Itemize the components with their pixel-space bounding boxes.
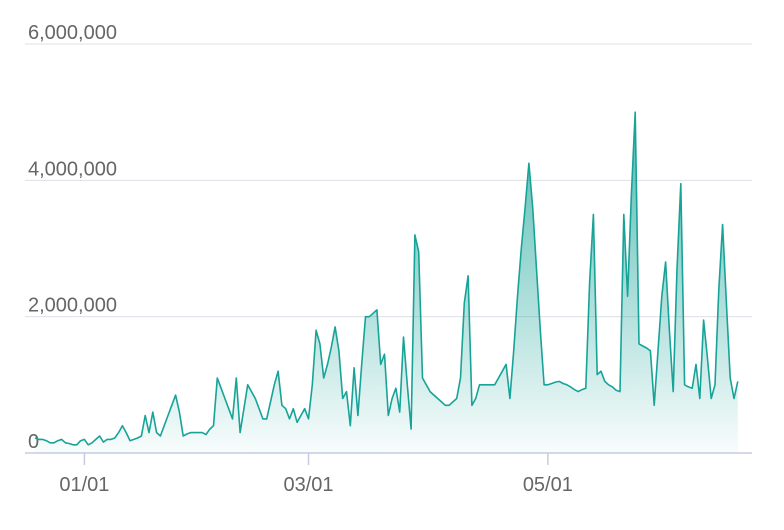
y-tick-label: 2,000,000 [28, 295, 117, 317]
x-tick-label: 01/01 [59, 474, 109, 496]
x-tick-label: 05/01 [523, 474, 573, 496]
y-tick-label: 6,000,000 [28, 22, 117, 44]
area-line [34, 111, 739, 446]
y-tick-label: 4,000,000 [28, 158, 117, 180]
y-tick-label: 0 [28, 431, 39, 453]
area-fill [35, 112, 738, 453]
x-tick-label: 03/01 [283, 474, 333, 496]
